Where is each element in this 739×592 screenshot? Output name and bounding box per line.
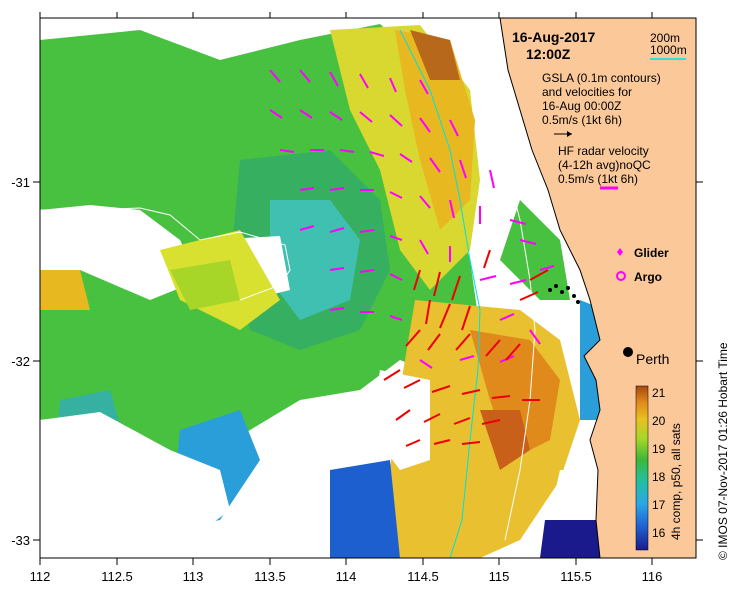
city-label-perth: Perth <box>636 351 669 367</box>
header-time: 12:00Z <box>526 46 571 62</box>
legend-glider-label: Glider <box>634 246 669 260</box>
colorbar-title: 4h comp, p50, all sats <box>669 423 683 540</box>
legend-gsla-line2: and velocities for <box>542 85 632 99</box>
x-tick-label: 115.5 <box>560 569 592 584</box>
colorbar-tick: 18 <box>652 470 666 484</box>
argo-legend-icon <box>616 271 626 281</box>
x-tick-label: 113 <box>183 569 204 584</box>
glider-legend-icon <box>617 248 623 256</box>
colorbar-tick: 20 <box>652 414 666 428</box>
colorbar-tick: 17 <box>652 498 666 512</box>
colorbar <box>635 385 649 551</box>
plot-frame <box>39 17 697 559</box>
legend-gsla-scale: 0.5m/s (1kt 6h) <box>542 113 622 127</box>
header-date: 16-Aug-2017 <box>512 29 595 45</box>
legend-hf-line1: HF radar velocity <box>558 144 649 158</box>
legend-200m-label: 200m <box>650 31 680 45</box>
legend-gsla-line1: GSLA (0.1m contours) <box>542 71 661 85</box>
axis-ticks <box>33 12 703 565</box>
x-tick-label: 112 <box>30 569 51 584</box>
x-tick-label: 114 <box>336 569 357 584</box>
x-tick-label: 114.5 <box>407 569 439 584</box>
legend-argo-label: Argo <box>634 270 662 284</box>
legend-1000m-label: 1000m <box>650 43 687 57</box>
colorbar-tick: 21 <box>652 386 666 400</box>
colorbar-tick: 16 <box>652 526 666 540</box>
y-tick-label: -33 <box>11 533 30 548</box>
sst-field <box>40 18 696 558</box>
x-tick-label: 112.5 <box>101 569 133 584</box>
contour-1000m <box>399 29 481 558</box>
x-tick-label: 116 <box>642 569 663 584</box>
glider-track <box>548 284 580 304</box>
y-tick-label: -32 <box>11 354 30 369</box>
credit-text: © IMOS 07-Nov-2017 01:26 Hobart Time <box>716 342 730 560</box>
perth-marker <box>623 347 633 357</box>
legend-hf-line2: (4-12h avg)noQC <box>558 158 651 172</box>
hf-radar-arrows <box>383 249 549 447</box>
colorbar-tick: 19 <box>652 442 666 456</box>
legend-gsla-line3: 16-Aug 00:00Z <box>542 99 621 113</box>
y-tick-label: -31 <box>11 175 30 190</box>
x-tick-label: 115 <box>489 569 510 584</box>
legend-hf-scale: 0.5m/s (1kt 6h) <box>558 172 638 186</box>
x-tick-label: 113.5 <box>254 569 286 584</box>
